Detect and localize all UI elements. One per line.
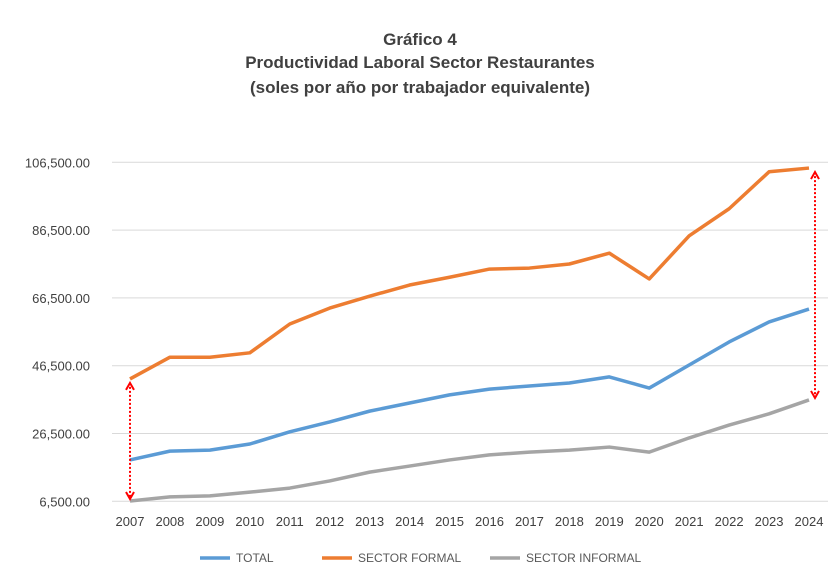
x-tick-label: 2018 [555, 514, 584, 529]
x-tick-label: 2012 [315, 514, 344, 529]
x-tick-label: 2019 [595, 514, 624, 529]
x-tick-label: 2017 [515, 514, 544, 529]
x-tick-label: 2020 [635, 514, 664, 529]
chart-title: Gráfico 4 [383, 30, 457, 49]
legend-label: SECTOR FORMAL [358, 551, 461, 565]
x-tick-label: 2007 [116, 514, 145, 529]
series-line-total [129, 307, 810, 462]
x-tick-label: 2016 [475, 514, 504, 529]
x-tick-label: 2024 [795, 514, 824, 529]
arrowhead-up-icon [125, 380, 135, 391]
y-tick-label: 46,500.00 [32, 359, 90, 374]
y-tick-label: 106,500.00 [25, 155, 90, 170]
x-tick-label: 2008 [155, 514, 184, 529]
x-tick-label: 2022 [715, 514, 744, 529]
y-tick-label: 66,500.00 [32, 291, 90, 306]
x-tick-label: 2021 [675, 514, 704, 529]
y-tick-label: 26,500.00 [32, 427, 90, 442]
x-tick-label: 2015 [435, 514, 464, 529]
legend-label: TOTAL [236, 551, 274, 565]
y-tick-label: 86,500.00 [32, 223, 90, 238]
arrowhead-down-icon [810, 390, 820, 400]
x-tick-label: 2023 [755, 514, 784, 529]
x-tick-label: 2013 [355, 514, 384, 529]
y-tick-label: 6,500.00 [39, 494, 90, 509]
chart-subtitle: Productividad Laboral Sector Restaurante… [245, 53, 595, 72]
series-line-sector-formal [129, 166, 810, 381]
chart-subtitle-units: (soles por año por trabajador equivalent… [249, 78, 591, 97]
arrowhead-up-icon [810, 170, 820, 180]
legend-label: SECTOR INFORMAL [526, 551, 641, 565]
x-tick-label: 2011 [276, 514, 304, 529]
x-tick-label: 2010 [235, 514, 264, 529]
x-tick-label: 2009 [195, 514, 224, 529]
arrowhead-down-icon [125, 491, 135, 501]
x-tick-label: 2014 [395, 514, 424, 529]
series-line-sector-informal [129, 398, 810, 503]
